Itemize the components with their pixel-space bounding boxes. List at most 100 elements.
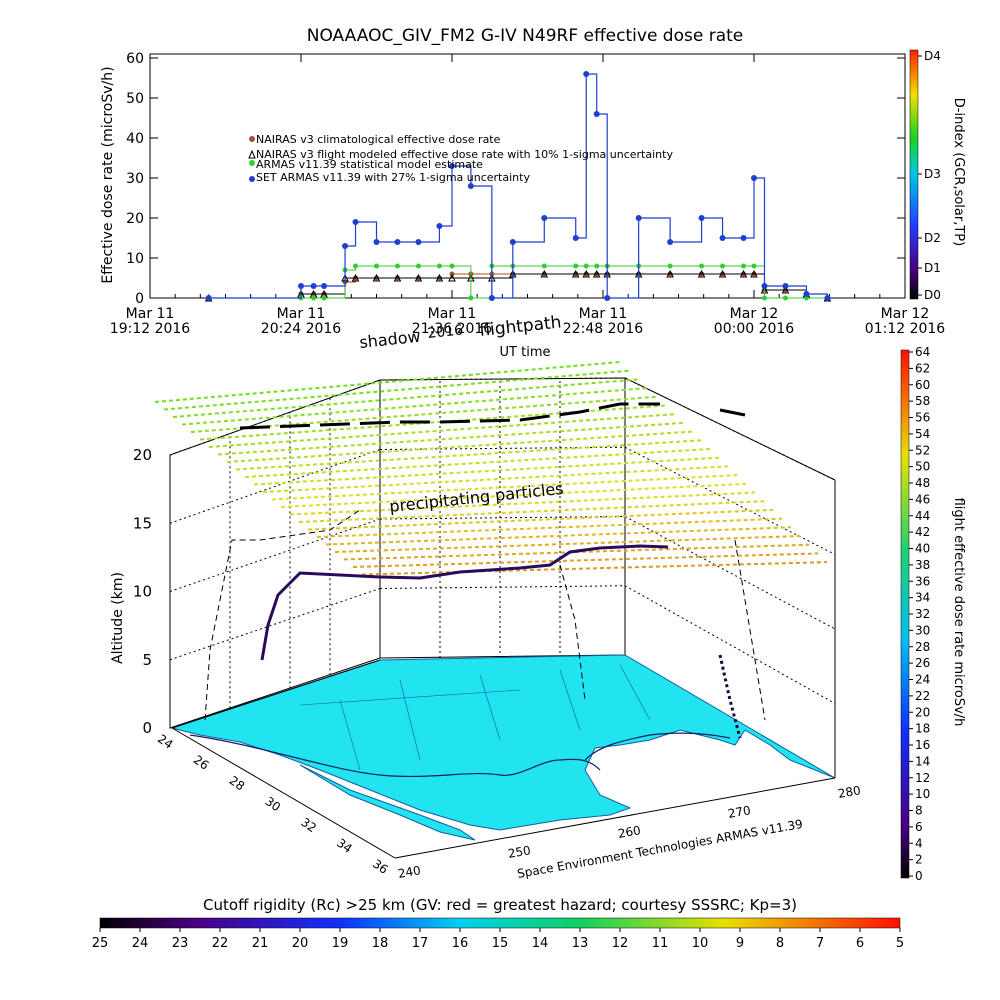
map-border bbox=[189, 734, 601, 778]
top-y-tick-label: 20 bbox=[126, 211, 144, 227]
dose-cbar-tick-label: 58 bbox=[915, 394, 930, 408]
z-tick-label: 20 bbox=[133, 446, 152, 464]
flight-track-descent bbox=[718, 654, 742, 739]
rc-tick-label: 8 bbox=[776, 936, 784, 951]
z-tick-label: 0 bbox=[142, 719, 152, 737]
rc-tick-label: 17 bbox=[412, 936, 429, 951]
dose-plane-line bbox=[208, 413, 675, 448]
series-point-2 bbox=[720, 263, 726, 269]
series-point-3 bbox=[740, 235, 747, 241]
rc-tick-label: 25 bbox=[92, 936, 109, 951]
series-point-1 bbox=[435, 273, 444, 282]
dose-plane-line bbox=[307, 508, 774, 531]
dose-cbar-tick-label: 42 bbox=[915, 525, 930, 539]
lat-tick-label: 32 bbox=[298, 815, 319, 835]
dose-cbar-tick-label: 24 bbox=[915, 673, 930, 687]
series-point-2 bbox=[468, 295, 474, 301]
series-point-1 bbox=[448, 273, 456, 282]
series-point-3 bbox=[761, 283, 768, 289]
series-point-1 bbox=[571, 269, 580, 278]
series-point-3 bbox=[509, 239, 516, 245]
series-point-1 bbox=[540, 269, 549, 278]
series-point-2 bbox=[394, 263, 400, 269]
series-point-3 bbox=[667, 239, 674, 245]
legend-label-set-armas: SET ARMAS v11.39 with 27% 1-sigma uncert… bbox=[256, 171, 530, 184]
base-axis-lon bbox=[394, 777, 836, 859]
top-y-ticks: 0 10 20 30 40 50 60 bbox=[126, 51, 905, 307]
dose-cbar-tick-label: 10 bbox=[915, 787, 930, 801]
dose-plane-line bbox=[253, 456, 720, 486]
series-point-3 bbox=[572, 235, 579, 241]
series-point-2 bbox=[449, 263, 455, 269]
map-land bbox=[170, 654, 836, 831]
lat-tick-label: 30 bbox=[263, 794, 284, 814]
flight-track bbox=[260, 544, 669, 661]
lat-tick-label: 24 bbox=[155, 732, 176, 752]
dose-cbar-tick-label: 20 bbox=[915, 705, 930, 719]
series-point-2 bbox=[374, 263, 379, 269]
top-x-tick-label-date: Mar 11 bbox=[277, 306, 326, 322]
series-point-2 bbox=[436, 263, 442, 269]
lon-tick-label: 280 bbox=[837, 783, 862, 801]
lat-tick-label: 36 bbox=[370, 857, 391, 877]
rc-tick-label: 14 bbox=[532, 936, 549, 951]
series-point-3 bbox=[698, 215, 705, 221]
ylabel-altitude: Altitude (km) bbox=[110, 572, 126, 664]
rc-tick-label: 21 bbox=[252, 936, 269, 951]
dose-cbar-tick-label: 50 bbox=[915, 460, 930, 474]
top-legend: NAIRAS v3 climatological effective dose … bbox=[248, 133, 673, 184]
series-point-2 bbox=[573, 263, 579, 269]
series-point-3 bbox=[436, 223, 443, 229]
series-line-2 bbox=[208, 265, 828, 299]
legend-marker-set-armas bbox=[249, 176, 255, 182]
top-y-tick-label: 0 bbox=[135, 291, 144, 307]
dose-cbar-tick-label: 2 bbox=[915, 853, 923, 867]
rc-tick-label: 10 bbox=[692, 936, 709, 951]
lat-tick-label: 26 bbox=[191, 752, 212, 772]
grid-line-z bbox=[169, 588, 381, 661]
top-xlabel: UT time bbox=[500, 345, 551, 360]
series-point-2 bbox=[311, 295, 317, 301]
top-x-tick-label-time: 19:12 2016 bbox=[110, 321, 191, 337]
map-baja bbox=[299, 764, 476, 841]
top-x-tick-label-date: Mar 11 bbox=[428, 306, 477, 322]
top-x-tick-label-date: Mar 11 bbox=[126, 306, 175, 322]
rc-tick-label: 15 bbox=[492, 936, 509, 951]
series-point-3 bbox=[342, 243, 349, 249]
series-point-3 bbox=[415, 239, 422, 245]
dose-cbar-tick-label: 46 bbox=[915, 492, 930, 506]
dose-cbar-tick-label: 32 bbox=[915, 607, 930, 621]
grid-line-z bbox=[379, 516, 626, 520]
rc-tick-label: 18 bbox=[372, 936, 389, 951]
series-point-3 bbox=[449, 163, 455, 169]
rc-tick-label: 16 bbox=[452, 936, 469, 951]
dose-cbar-tick-label: 28 bbox=[915, 640, 930, 654]
dose-plane-line bbox=[154, 361, 621, 403]
rc-tick-label: 5 bbox=[896, 936, 904, 951]
grid-line-z bbox=[624, 516, 836, 630]
dose-cbar-tick-label: 14 bbox=[915, 754, 930, 768]
top-x-tick-label-time: 21:36 2016 bbox=[412, 321, 493, 337]
z-tick-label: 5 bbox=[142, 651, 152, 669]
dose-cbar-tick-label: 36 bbox=[915, 574, 930, 588]
dose-plane-line bbox=[226, 430, 693, 463]
top-chart-title: NOAAAOC_GIV_FM2 G-IV N49RF effective dos… bbox=[307, 26, 744, 46]
dose-colorbar bbox=[900, 349, 910, 879]
top-y-tick-label: 60 bbox=[126, 51, 144, 67]
dose-plane-line bbox=[217, 421, 684, 456]
dose-plane-line bbox=[352, 552, 819, 568]
series-point-1 bbox=[739, 269, 748, 278]
series-point-3 bbox=[593, 111, 600, 117]
dose-plane-line bbox=[181, 387, 648, 426]
lon-tick-label: 250 bbox=[507, 843, 532, 861]
top-x-tick-label-date: Mar 11 bbox=[579, 306, 628, 322]
z-tick-label: 10 bbox=[133, 583, 152, 601]
series-point-2 bbox=[803, 295, 809, 301]
base-axis-lat bbox=[171, 727, 396, 859]
series-point-1 bbox=[372, 273, 381, 282]
dose-cbar-tick-label: 34 bbox=[915, 591, 930, 605]
dose-cbar-tick-label: 54 bbox=[915, 427, 930, 441]
grid-line-z bbox=[169, 449, 381, 524]
dose-cbar-tick-label: 64 bbox=[915, 345, 930, 359]
